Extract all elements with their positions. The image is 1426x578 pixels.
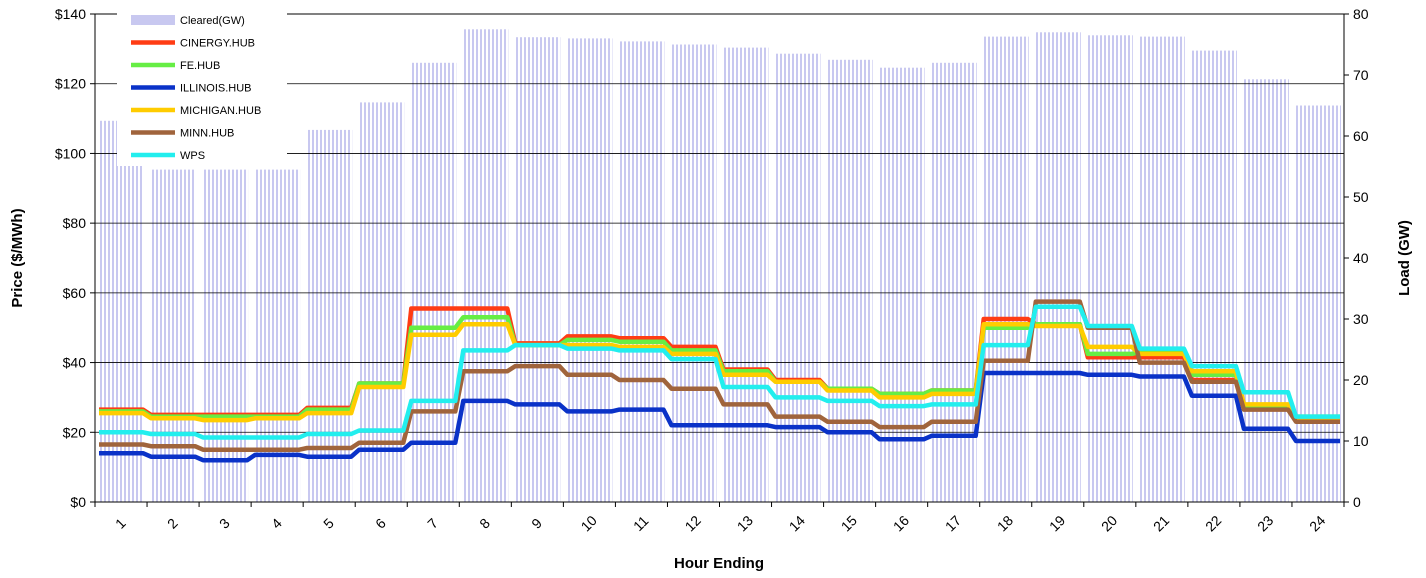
x-axis-ticks: 1 2 3 4 5 6 7 8 9 10 11 12 13 14 15 16 17 18 19 20 21 22 23 24 — [94, 502, 1345, 534]
load-bar-hour-2 — [150, 169, 196, 502]
x-tick-label: 15 — [838, 512, 860, 534]
y-axis-title: Price ($/MWh) — [9, 208, 26, 307]
load-bar-hour-4 — [254, 169, 301, 502]
right-tick-label: 0 — [1353, 494, 1361, 510]
x-tick-label: 11 — [630, 512, 652, 534]
load-bar-hour-7 — [410, 62, 457, 503]
load-bar-hour-24 — [1295, 105, 1341, 502]
x-tick-label: 19 — [1046, 512, 1068, 534]
legend-label: WPS — [180, 150, 205, 162]
price-lines — [99, 299, 1340, 463]
right-tick-label: 20 — [1353, 372, 1369, 388]
load-bar-hour-11 — [618, 41, 665, 503]
load-bar-hour-12 — [670, 44, 717, 502]
x-tick-label: 2 — [164, 515, 181, 532]
x-tick-label: 22 — [1202, 512, 1224, 534]
load-bar-hour-20 — [1086, 35, 1133, 503]
x-tick-label: 16 — [890, 512, 912, 534]
right-tick-label: 60 — [1353, 128, 1369, 144]
x-tick-label: 9 — [528, 515, 545, 532]
legend-swatch — [131, 15, 175, 25]
x-tick-label: 13 — [734, 512, 756, 534]
x-tick-label: 18 — [994, 512, 1016, 534]
load-bar-hour-5 — [306, 129, 353, 502]
load-bar-hour-9 — [514, 37, 561, 502]
x-tick-label: 1 — [112, 515, 129, 532]
legend-label: FE.HUB — [180, 60, 220, 72]
load-bar-hour-15 — [826, 59, 873, 503]
series-line-wps — [99, 304, 1340, 440]
x-tick-label: 8 — [476, 515, 493, 532]
left-tick-label: $20 — [63, 424, 87, 440]
x-tick-label: 7 — [424, 515, 441, 532]
load-bar-hour-23 — [1242, 79, 1289, 503]
legend-label: MINN.HUB — [180, 128, 234, 140]
x-tick-label: 14 — [786, 512, 808, 534]
x-tick-label: 24 — [1306, 512, 1328, 534]
x-tick-label: 12 — [682, 512, 704, 534]
x-tick-label: 20 — [1098, 512, 1120, 534]
right-tick-label: 10 — [1353, 433, 1369, 449]
load-bar-hour-1 — [98, 120, 144, 503]
load-bar-hour-8 — [462, 29, 509, 503]
left-tick-label: $100 — [55, 145, 86, 161]
x-tick-label: 6 — [372, 515, 389, 532]
load-bar-hour-21 — [1138, 36, 1185, 502]
right-axis-ticks: 0 10 20 30 40 50 60 70 80 — [1344, 6, 1369, 510]
load-bar-hour-22 — [1190, 50, 1237, 502]
x-axis-title: Hour Ending — [674, 555, 764, 572]
x-tick-label: 3 — [216, 515, 233, 532]
left-tick-label: $0 — [70, 494, 86, 510]
load-bar-hour-16 — [878, 67, 925, 502]
load-bar-hour-10 — [566, 38, 613, 503]
x-tick-label: 5 — [320, 515, 337, 532]
load-bar-hour-14 — [774, 53, 821, 502]
x-tick-label: 4 — [268, 515, 285, 532]
series-line-illinois-hub — [99, 370, 1340, 463]
left-tick-label: $120 — [55, 76, 86, 92]
right-tick-label: 50 — [1353, 189, 1369, 205]
x-tick-label: 21 — [1150, 512, 1172, 534]
left-tick-label: $60 — [63, 285, 87, 301]
y2-axis-title: Load (GW) — [1396, 220, 1413, 296]
left-tick-label: $140 — [55, 6, 86, 22]
right-tick-label: 30 — [1353, 311, 1369, 327]
right-tick-label: 70 — [1353, 67, 1369, 83]
load-bar-hour-18 — [982, 36, 1029, 502]
load-bar-hour-6 — [358, 102, 405, 503]
gridlines — [95, 83, 1344, 433]
legend-label: ILLINOIS.HUB — [180, 83, 252, 95]
legend-label: MICHIGAN.HUB — [180, 105, 261, 117]
load-bar-hour-3 — [202, 169, 249, 502]
legend: Cleared(GW) CINERGY.HUB FE.HUB ILLINOIS.HUB… — [117, 6, 287, 166]
legend-label: CINERGY.HUB — [180, 38, 255, 50]
series-line-michigan-hub — [99, 321, 1340, 423]
load-bar-hour-13 — [722, 47, 769, 502]
right-tick-label: 80 — [1353, 6, 1369, 22]
load-bar-hour-19 — [1034, 32, 1081, 503]
right-tick-label: 40 — [1353, 250, 1369, 266]
left-tick-label: $40 — [63, 355, 87, 371]
plot-area — [95, 14, 1344, 502]
x-tick-label: 23 — [1254, 512, 1276, 534]
left-axis-ticks: $0 $20 $40 $60 $80 $100 $120 $140 — [55, 6, 95, 510]
legend-label: Cleared(GW) — [180, 15, 245, 27]
x-tick-label: 17 — [942, 512, 964, 534]
x-tick-label: 10 — [578, 512, 600, 534]
left-tick-label: $80 — [63, 215, 87, 231]
load-bar-hour-17 — [930, 62, 977, 503]
